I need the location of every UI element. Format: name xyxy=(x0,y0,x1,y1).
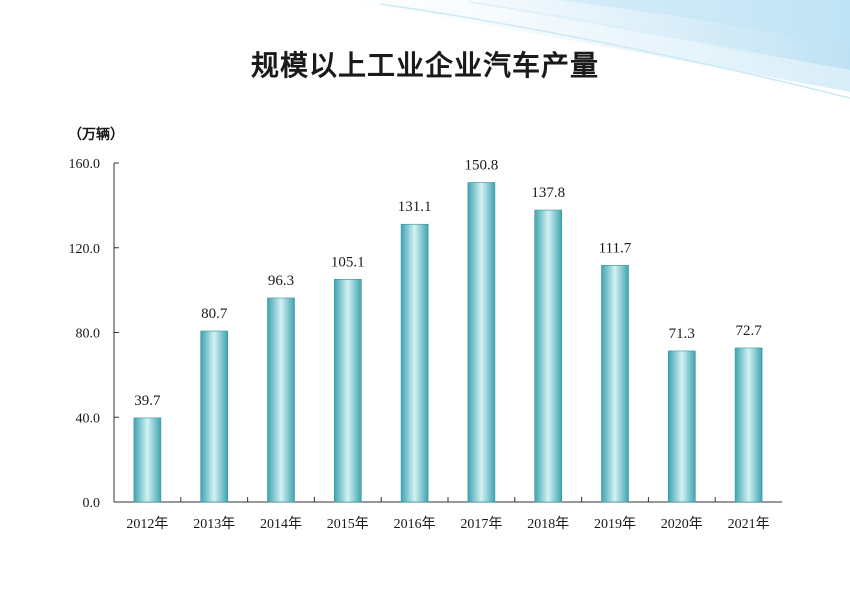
data-label: 105.1 xyxy=(331,254,365,270)
bar xyxy=(534,209,563,503)
y-tick-label: 120.0 xyxy=(69,242,101,257)
labels: 2012年 39.7 2013年 80.7 2014年 96.3 2015年 105.1 201… xyxy=(126,157,769,532)
y-axis-unit-label: （万辆） xyxy=(68,127,124,143)
x-tick-label: 2019年 xyxy=(594,516,636,532)
x-tick-label: 2015年 xyxy=(327,516,369,532)
x-tick-label: 2021年 xyxy=(728,516,770,532)
bar xyxy=(601,265,629,503)
y-tick-label: 0.0 xyxy=(83,496,101,511)
x-tick-label: 2017年 xyxy=(460,516,502,532)
x-tick-label: 2018年 xyxy=(527,516,569,532)
data-label: 150.8 xyxy=(465,157,499,173)
x-tick-label: 2014年 xyxy=(260,516,302,532)
x-tick-label: 2020年 xyxy=(661,516,703,532)
data-label: 71.3 xyxy=(669,326,695,342)
bar xyxy=(333,279,362,503)
y-tick-label: 160.0 xyxy=(69,157,101,172)
bar xyxy=(667,350,696,503)
x-tick-label: 2016年 xyxy=(394,516,436,532)
data-label: 80.7 xyxy=(201,306,228,322)
bar xyxy=(400,223,429,503)
bar xyxy=(467,182,496,503)
data-label: 137.8 xyxy=(531,185,565,201)
data-label: 131.1 xyxy=(398,199,432,215)
data-label: 39.7 xyxy=(134,393,161,409)
y-tick-label: 80.0 xyxy=(76,327,101,342)
bar xyxy=(133,417,162,503)
bar xyxy=(200,330,228,503)
data-label: 72.7 xyxy=(735,323,762,339)
data-label: 111.7 xyxy=(599,240,632,256)
x-tick-label: 2012年 xyxy=(126,516,168,532)
decorative-header-swoosh xyxy=(330,0,850,99)
data-label: 96.3 xyxy=(268,273,294,289)
bar xyxy=(734,347,763,503)
bars xyxy=(133,182,763,503)
x-tick-label: 2013年 xyxy=(193,516,235,532)
chart-title: 规模以上工业企业汽车产量 xyxy=(250,49,599,82)
y-tick-label: 40.0 xyxy=(76,411,101,426)
bar xyxy=(267,297,295,503)
